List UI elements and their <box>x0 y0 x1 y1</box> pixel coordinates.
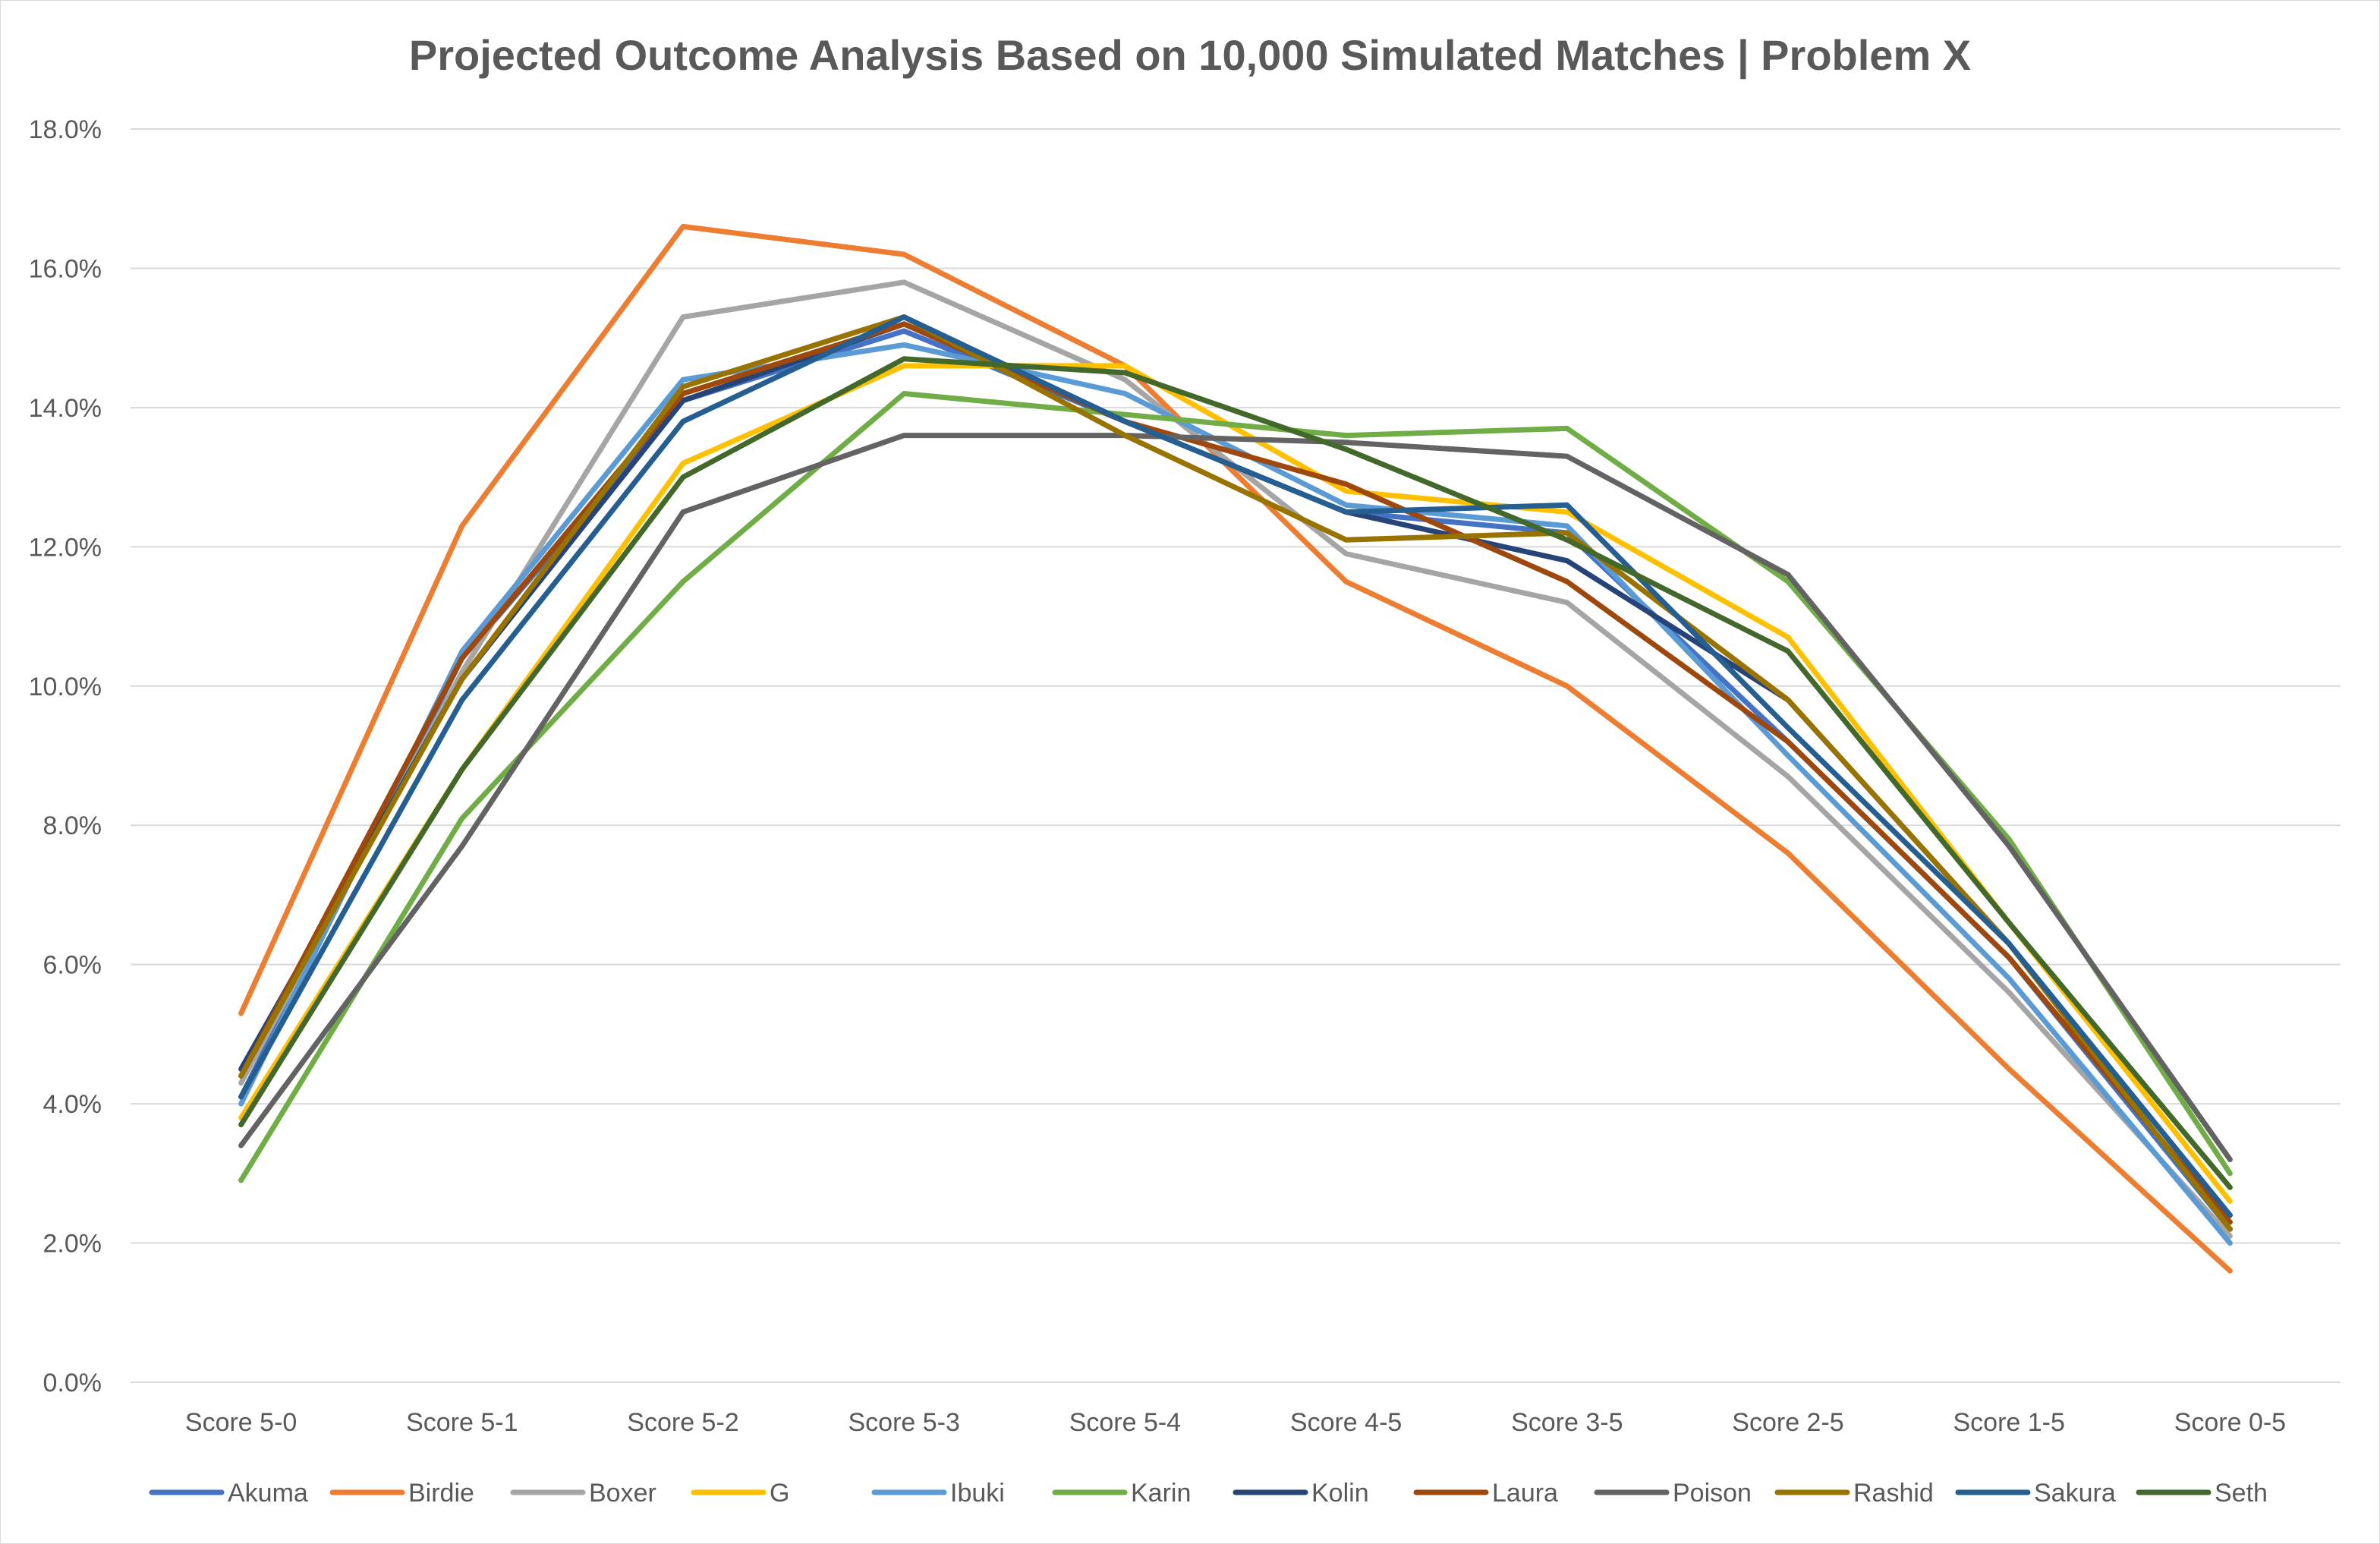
x-tick-label: Score 4-5 <box>1290 1408 1402 1437</box>
legend-label-karin: Karin <box>1131 1479 1191 1508</box>
y-tick-label: 4.0% <box>43 1090 102 1119</box>
y-tick-label: 18.0% <box>29 115 102 144</box>
legend-label-sakura: Sakura <box>2034 1479 2116 1508</box>
x-axis: Score 5-0 Score 5-1 Score 5-2 Score 5-3 Scor… <box>185 1408 2286 1437</box>
series-line-rashid <box>238 314 2233 1232</box>
chart-title: Projected Outcome Analysis Based on 10,0… <box>408 31 1972 79</box>
y-tick-label: 10.0% <box>29 673 102 701</box>
legend-label-birdie: Birdie <box>408 1479 474 1508</box>
x-tick-label: Score 5-0 <box>185 1408 297 1437</box>
x-tick-label: Score 5-2 <box>627 1408 738 1437</box>
legend-label-akuma: Akuma <box>228 1479 308 1508</box>
y-tick-label: 2.0% <box>43 1230 102 1259</box>
series-lines <box>238 223 2233 1274</box>
y-axis: 0.0% 2.0% 4.0% 6.0% 8.0% 10.0% 12.0% 14.0% 16.0%… <box>29 115 102 1397</box>
x-tick-label: Score 2-5 <box>1732 1408 1843 1437</box>
gridlines <box>131 128 2341 1383</box>
legend: Akuma Birdie Boxer G Ibuki Karin Kolin Laura Poi… <box>149 1479 2268 1508</box>
legend-label-kolin: Kolin <box>1311 1479 1369 1508</box>
legend-label-ibuki: Ibuki <box>950 1479 1005 1508</box>
x-tick-label: Score 3-5 <box>1511 1408 1623 1437</box>
y-tick-label: 6.0% <box>43 951 102 980</box>
legend-label-rashid: Rashid <box>1853 1479 1934 1508</box>
series-line-laura <box>238 321 2233 1225</box>
series-line-sakura <box>238 314 2233 1218</box>
series-line-poison <box>238 433 2233 1162</box>
series-line-karin <box>238 391 2233 1183</box>
x-tick-label: Score 5-4 <box>1069 1408 1181 1437</box>
y-tick-label: 8.0% <box>43 811 102 840</box>
series-line-kolin <box>238 321 2233 1218</box>
series-line-seth <box>238 356 2233 1190</box>
legend-label-seth: Seth <box>2215 1479 2268 1508</box>
y-tick-label: 14.0% <box>29 394 102 423</box>
legend-label-boxer: Boxer <box>589 1479 656 1508</box>
x-tick-label: Score 1-5 <box>1953 1408 2064 1437</box>
x-tick-label: Score 5-1 <box>406 1408 518 1437</box>
y-tick-label: 16.0% <box>29 254 102 283</box>
series-line-g <box>238 363 2233 1204</box>
series-line-ibuki <box>238 342 2233 1246</box>
legend-label-g: G <box>770 1479 789 1508</box>
y-tick-label: 12.0% <box>29 533 102 562</box>
legend-label-poison: Poison <box>1673 1479 1752 1508</box>
series-line-birdie <box>238 223 2233 1274</box>
legend-label-laura: Laura <box>1492 1479 1558 1508</box>
x-tick-label: Score 0-5 <box>2174 1408 2286 1437</box>
x-tick-label: Score 5-3 <box>848 1408 959 1437</box>
y-tick-label: 0.0% <box>43 1369 102 1397</box>
